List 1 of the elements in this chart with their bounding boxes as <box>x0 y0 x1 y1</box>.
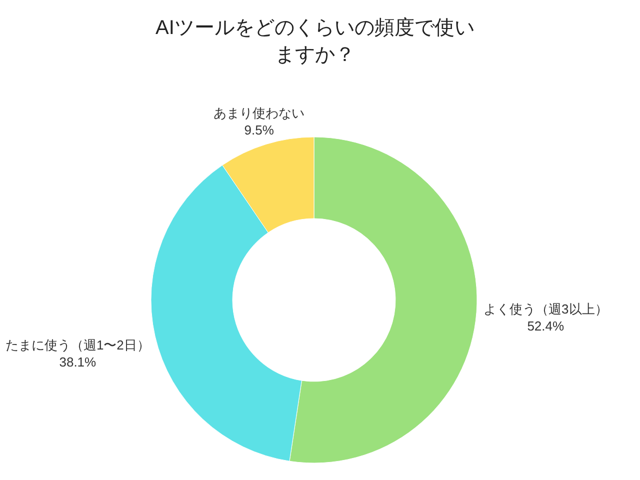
title: AIツールをどのくらいの頻度で使いますか？ <box>154 16 476 68</box>
